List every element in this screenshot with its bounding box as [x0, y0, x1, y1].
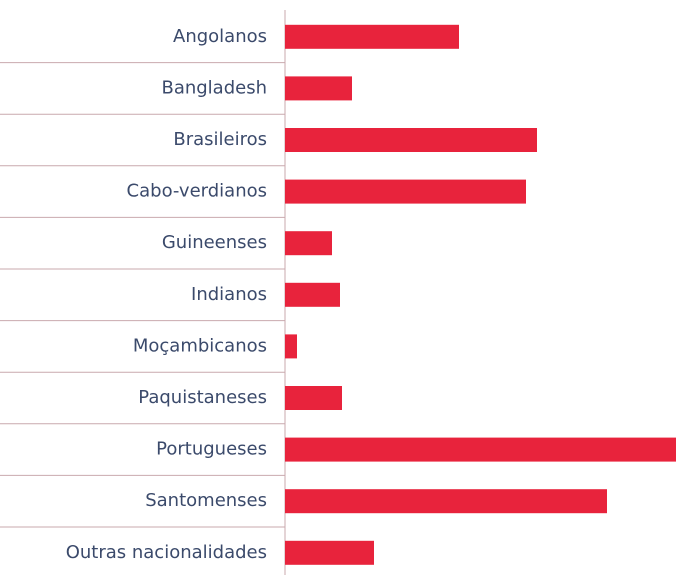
y-tick-label: Moçambicanos	[133, 335, 267, 356]
bar	[285, 489, 607, 514]
y-tick-label: Indianos	[191, 284, 267, 305]
y-tick-label: Guineenses	[162, 232, 267, 253]
y-tick-label: Paquistaneses	[138, 387, 267, 408]
y-tick-label: Brasileiros	[173, 129, 267, 150]
bar	[285, 334, 297, 359]
bar	[285, 231, 332, 256]
bar	[285, 76, 352, 101]
y-tick-label: Outras nacionalidades	[66, 542, 267, 563]
bar	[285, 540, 374, 565]
bar	[285, 24, 459, 49]
y-tick-label: Portugueses	[156, 439, 267, 460]
bar	[285, 282, 340, 307]
y-tick-label: Santomenses	[145, 490, 267, 511]
bar	[285, 386, 342, 410]
y-tick-label: Bangladesh	[161, 77, 267, 98]
bar	[285, 128, 537, 152]
y-tick-label: Angolanos	[173, 26, 267, 47]
bar	[285, 179, 526, 204]
bar	[285, 437, 676, 462]
y-tick-label: Cabo-verdianos	[127, 181, 267, 202]
